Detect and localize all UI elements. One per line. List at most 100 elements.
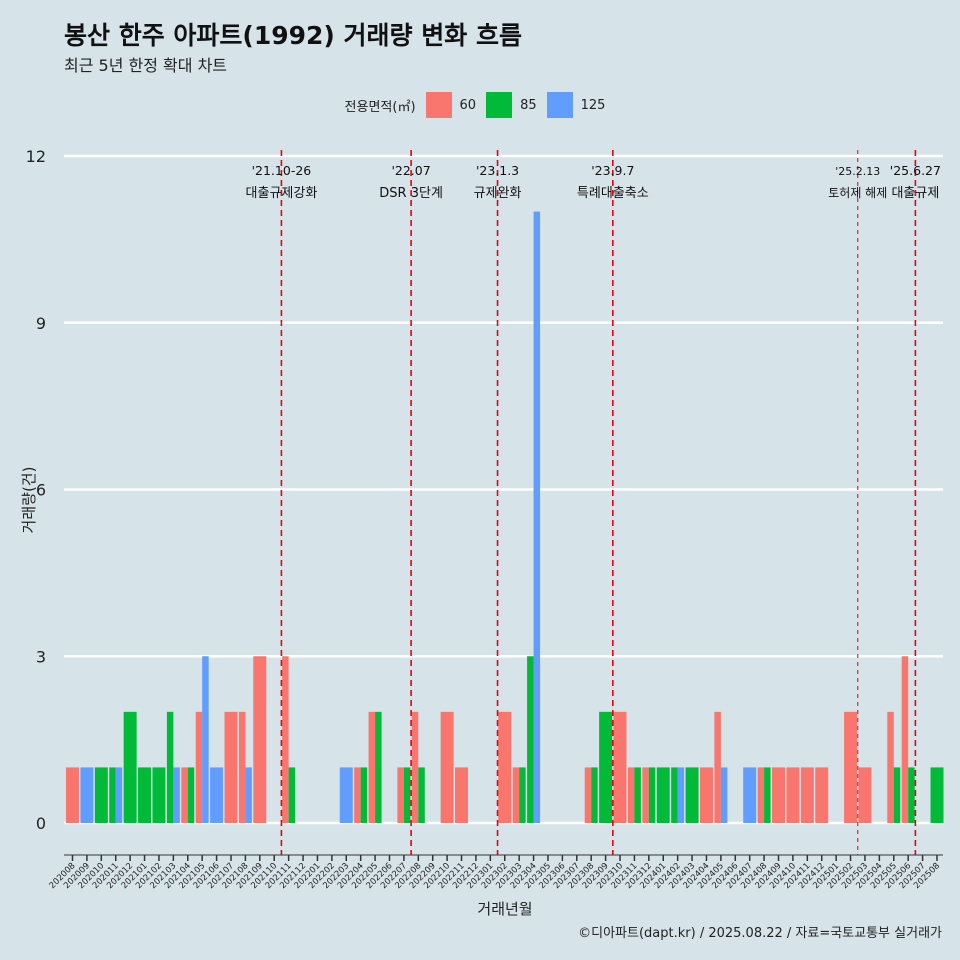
bar-60-202408 — [757, 767, 765, 823]
event-label-202207: DSR 3단계 — [379, 186, 443, 201]
bar-85-202104 — [187, 767, 195, 823]
bar-85-202309 — [599, 711, 613, 823]
bar-85-202408 — [764, 767, 771, 823]
event-date-202207: '22.07 — [391, 163, 430, 178]
legend-title: 전용면적(㎡) — [344, 99, 416, 115]
legend-label-85: 85 — [520, 97, 537, 113]
bar-60-202204 — [354, 767, 361, 823]
event-annotations: '21.10-26 대출규제강화 '22.07 DSR 3단계 '23.1.3 규제완화 '… — [246, 150, 941, 855]
bar-60-202410 — [786, 767, 800, 823]
event-label-202502: 토허제 해제 — [828, 186, 887, 200]
y-tick-label: 9 — [36, 314, 46, 333]
bar-60-202207 — [397, 767, 404, 823]
bar-85-202308 — [591, 767, 598, 823]
bar-85-202204 — [360, 767, 368, 823]
y-tick-label: 0 — [36, 814, 46, 833]
y-tick-label: 3 — [36, 647, 46, 666]
bar-60-202211 — [455, 767, 469, 823]
bar-125-202106 — [210, 767, 224, 823]
event-label-202309: 특례대출축소 — [577, 186, 649, 201]
chart-subtitle: 최근 5년 한정 확대 차트 — [64, 56, 228, 75]
legend-swatch-85 — [486, 92, 513, 118]
event-date-202309: '23.9.7 — [591, 163, 634, 178]
bar-85-202401 — [656, 767, 670, 823]
bar-85-202402 — [671, 767, 678, 823]
event-date-202502: '25.2.13 — [835, 165, 880, 178]
bar-60-202308 — [584, 767, 592, 823]
bar-60-202303 — [512, 767, 520, 823]
bar-60-202208 — [411, 711, 419, 823]
bar-60-202412 — [815, 767, 829, 823]
legend-label-60: 60 — [459, 97, 477, 113]
bar-60-202502 — [844, 711, 858, 823]
legend-swatch-60 — [425, 92, 452, 118]
bar-125-202108 — [245, 767, 252, 823]
bar-125-202203 — [339, 767, 353, 823]
bar-60-202210 — [440, 711, 454, 823]
bar-85-202103 — [166, 711, 174, 823]
bar-85-202011 — [109, 767, 116, 823]
bar-60-202503 — [858, 767, 872, 823]
legend-item-60: 60 — [425, 92, 477, 118]
bar-85-202207 — [403, 767, 411, 823]
bar-125-202304 — [533, 211, 541, 824]
event-label-202110: 대출규제강화 — [246, 186, 318, 201]
bar-85-202101 — [138, 767, 152, 823]
bar-60-202405 — [714, 711, 721, 823]
event-date-202301: '23.1.3 — [476, 163, 519, 178]
bar-125-202011 — [115, 767, 123, 823]
bar-85-202312 — [648, 767, 656, 823]
bar-60-202108 — [238, 711, 246, 823]
bar-85-202304 — [527, 656, 534, 823]
y-tick-label: 6 — [36, 481, 46, 500]
bar-60-202311 — [627, 767, 635, 823]
bar-60-202107 — [224, 711, 238, 823]
bar-60-202409 — [772, 767, 785, 823]
event-date-202110: '21.10-26 — [252, 163, 312, 178]
bar-85-202505 — [893, 767, 901, 823]
bar-60-202411 — [800, 767, 814, 823]
bar-60-202506 — [901, 656, 909, 823]
axes: 2020082020092020102020112020122021012021… — [48, 854, 943, 891]
bar-125-202407 — [743, 767, 757, 823]
bar-125-202009 — [80, 767, 94, 823]
bar-60-202111 — [282, 656, 289, 823]
legend-label-125: 125 — [580, 97, 606, 113]
bar-85-202311 — [634, 767, 641, 823]
bar-60-202205 — [368, 711, 376, 823]
legend-swatch-125 — [546, 92, 573, 118]
bar-60-202505 — [887, 711, 894, 823]
bar-125-202105 — [202, 656, 209, 823]
event-label-202506: 대출규제 — [891, 186, 939, 201]
bar-60-202008 — [66, 767, 79, 823]
bar-60-202105 — [195, 711, 203, 823]
legend-item-85: 85 — [486, 92, 537, 118]
y-gridlines: 0 3 6 9 12 — [26, 147, 943, 833]
bar-60-202302 — [498, 711, 512, 823]
bar-60-202109 — [253, 656, 267, 823]
bar-85-202111 — [288, 767, 296, 823]
event-label-202301: 규제완화 — [474, 186, 522, 201]
bar-60-202312 — [642, 767, 649, 823]
legend-item-125: 125 — [546, 92, 606, 118]
bar-85-202012 — [123, 711, 137, 823]
legend: 전용면적(㎡) 60 85 125 — [0, 92, 960, 118]
bar-60-202104 — [181, 767, 188, 823]
bar-85-202303 — [519, 767, 526, 823]
bar-85-202208 — [418, 767, 425, 823]
bar-85-202010 — [94, 767, 108, 823]
bar-85-202506 — [908, 767, 915, 823]
bars — [66, 211, 944, 824]
bar-125-202402 — [677, 767, 685, 823]
bar-85-202403 — [685, 767, 699, 823]
source-caption: ©디아파트(dapt.kr) / 2025.08.22 / 자료=국토교통부 실… — [578, 926, 942, 941]
y-axis-label: 거래량(건) — [20, 467, 38, 534]
bar-85-202102 — [152, 767, 166, 823]
event-date-202506: '25.6.27 — [890, 163, 941, 178]
bar-85-202205 — [375, 711, 382, 823]
y-tick-label: 12 — [26, 147, 46, 166]
chart-title: 봉산 한주 아파트(1992) 거래량 변화 흐름 — [64, 21, 522, 50]
bar-85-202508 — [930, 767, 944, 823]
bar-60-202310 — [613, 711, 627, 823]
